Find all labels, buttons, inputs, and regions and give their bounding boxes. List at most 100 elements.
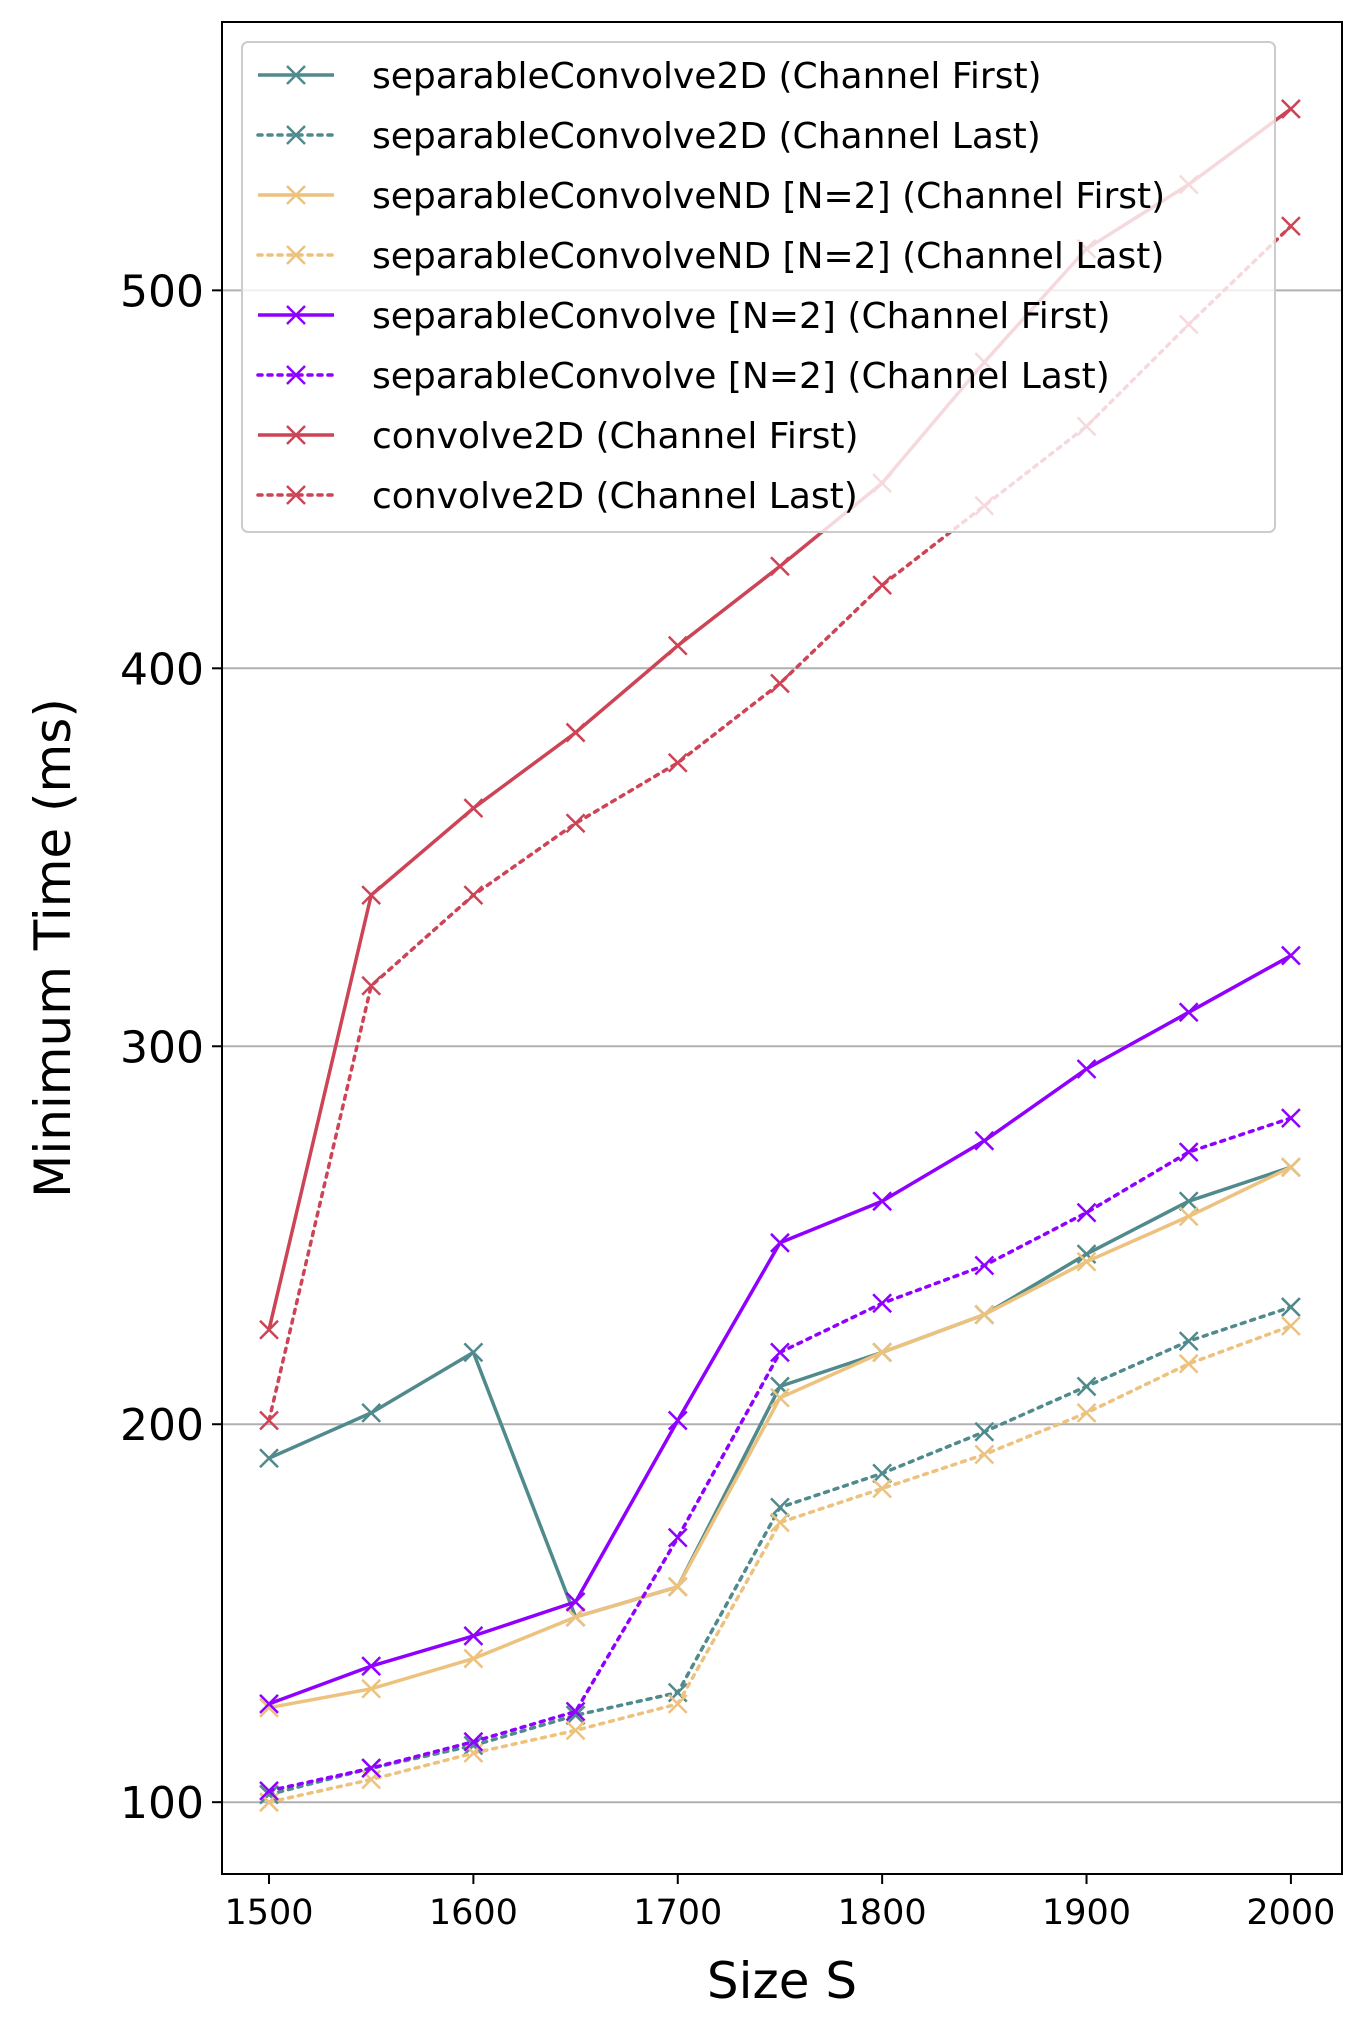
data-point <box>1281 945 1301 966</box>
legend-entry: separableConvolveND [N=2] (Channel Last) <box>256 236 1164 277</box>
marker-stroke <box>1281 1157 1301 1178</box>
marker-stroke <box>259 1410 279 1431</box>
data-point <box>872 1478 893 1499</box>
data-point <box>259 1410 279 1431</box>
gridlines <box>222 289 1342 1804</box>
legend: separableConvolve2D (Channel First) separ… <box>241 41 1276 533</box>
data-point <box>286 305 306 325</box>
data-point <box>770 1497 790 1518</box>
marker-stroke <box>974 1421 995 1442</box>
marker-stroke <box>667 635 688 656</box>
marker-stroke <box>286 65 306 85</box>
marker-stroke <box>872 1463 893 1484</box>
data-point <box>286 185 306 205</box>
x-tick-label: 1800 <box>838 1893 927 1933</box>
data-point <box>361 1758 382 1779</box>
marker-stroke <box>872 1478 893 1499</box>
y-tick-label: 500 <box>120 266 204 317</box>
y-tick-label: 400 <box>120 644 204 695</box>
marker-stroke <box>872 1342 893 1363</box>
marker-stroke <box>667 752 688 773</box>
marker-stroke <box>1076 1403 1097 1423</box>
data-point <box>1281 1297 1301 1317</box>
marker-stroke <box>463 1648 484 1669</box>
data-point <box>1076 1059 1097 1079</box>
marker-stroke <box>286 185 306 205</box>
x-tick-label: 1900 <box>1042 1893 1131 1933</box>
data-point <box>770 1342 790 1363</box>
data-point <box>667 1410 688 1431</box>
marker-stroke <box>1281 216 1301 236</box>
data-point <box>286 365 306 385</box>
marker-stroke <box>1281 1316 1301 1336</box>
legend-label: convolve2D (Channel Last) <box>372 476 858 517</box>
data-point <box>463 1735 484 1756</box>
legend-label: separableConvolve2D (Channel Last) <box>372 116 1041 157</box>
data-point <box>565 1701 586 1722</box>
marker-stroke <box>361 1403 382 1423</box>
marker-stroke <box>974 1255 995 1276</box>
marker-stroke <box>286 425 306 445</box>
data-point <box>667 1694 688 1714</box>
data-point <box>872 575 893 596</box>
data-point <box>361 975 382 996</box>
plot-frame <box>221 21 1343 1875</box>
data-point <box>1178 1191 1199 1212</box>
marker-stroke <box>1178 1142 1199 1162</box>
data-point <box>1178 1353 1199 1374</box>
data-point <box>872 1293 893 1314</box>
data-point <box>770 1512 790 1533</box>
marker-stroke <box>565 1591 586 1612</box>
marker-stroke <box>361 975 382 996</box>
legend-label: separableConvolve2D (Channel First) <box>372 56 1042 97</box>
legend-entry: convolve2D (Channel Last) <box>256 476 858 517</box>
data-point <box>974 1444 995 1465</box>
marker-stroke <box>565 722 586 743</box>
legend-entry: separableConvolveND [N=2] (Channel First… <box>258 176 1165 217</box>
marker-stroke <box>361 1758 382 1779</box>
marker-stroke <box>872 1293 893 1314</box>
data-point <box>974 1421 995 1442</box>
marker-stroke <box>1281 1297 1301 1317</box>
marker-stroke <box>259 1780 279 1801</box>
marker-stroke <box>770 556 790 577</box>
marker-stroke <box>1178 1331 1199 1351</box>
marker-stroke <box>286 485 306 505</box>
marker-stroke <box>463 1731 484 1752</box>
marker-stroke <box>565 813 586 834</box>
data-point <box>770 556 790 577</box>
marker-stroke <box>667 1576 688 1597</box>
x-tick-label: 2000 <box>1246 1893 1335 1933</box>
data-point <box>361 885 382 905</box>
x-tick-label: 1500 <box>224 1893 313 1933</box>
marker-stroke <box>770 1497 790 1518</box>
data-point <box>565 1591 586 1612</box>
marker-stroke <box>1281 1108 1301 1128</box>
y-tick-label: 100 <box>120 1778 204 1829</box>
series <box>259 1157 1301 1718</box>
marker-stroke <box>463 1342 484 1363</box>
data-point <box>1281 1316 1301 1336</box>
data-point <box>286 245 306 265</box>
data-point <box>565 813 586 834</box>
series <box>259 945 1301 1714</box>
marker-stroke <box>286 125 306 145</box>
marker-stroke <box>974 1304 995 1325</box>
data-point <box>1178 1002 1199 1023</box>
marker-stroke <box>770 673 790 694</box>
x-tick-label: 1600 <box>429 1893 518 1933</box>
marker-stroke <box>361 1656 382 1677</box>
marker-stroke <box>1076 1251 1097 1272</box>
marker-stroke <box>286 365 306 385</box>
marker-stroke <box>259 1784 279 1805</box>
legend-entry: separableConvolve2D (Channel Last) <box>256 116 1041 157</box>
data-point <box>974 1255 995 1276</box>
data-point <box>667 635 688 656</box>
data-point <box>770 1387 790 1408</box>
marker-stroke <box>259 1319 279 1340</box>
marker-stroke <box>1076 1202 1097 1223</box>
legend-label: convolve2D (Channel First) <box>372 416 859 457</box>
data-point <box>259 1319 279 1340</box>
marker-stroke <box>361 885 382 905</box>
